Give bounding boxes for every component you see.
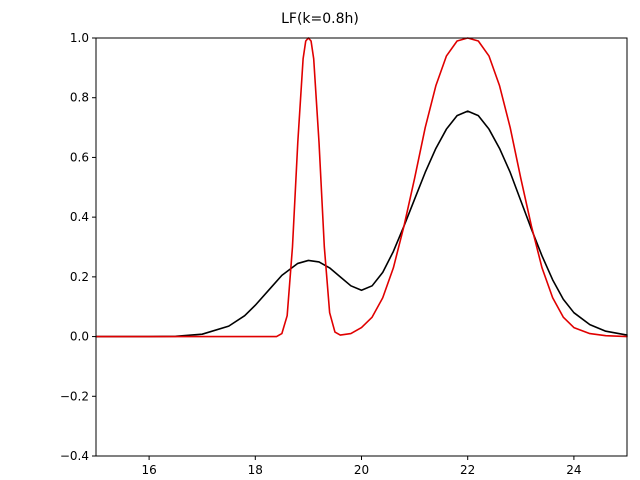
- y-tick-label: 0.0: [70, 330, 89, 344]
- y-tick-label: 0.6: [70, 150, 89, 164]
- y-tick-label: −0.2: [60, 389, 89, 403]
- x-tick-label: 24: [566, 463, 581, 477]
- y-tick-label: 0.4: [70, 210, 89, 224]
- y-axis: −0.4 −0.2 0.0 0.2 0.4 0.6 0.8 1.0: [60, 31, 96, 463]
- y-tick-label: 1.0: [70, 31, 89, 45]
- series-line-2: [95, 37, 628, 338]
- chart-title: LF(k=0.8h): [281, 11, 359, 27]
- x-tick-label: 22: [460, 463, 475, 477]
- axes-frame: [95, 37, 628, 457]
- y-tick-label: 0.2: [70, 270, 89, 284]
- x-tick-label: 18: [248, 463, 263, 477]
- y-tick-label: 0.8: [70, 91, 89, 105]
- y-tick-label: −0.4: [60, 449, 89, 463]
- x-axis: 16 18 20 22 24: [141, 456, 582, 477]
- plot-area: [95, 37, 628, 338]
- series-line-1: [95, 110, 628, 338]
- x-tick-label: 16: [141, 463, 156, 477]
- x-tick-label: 20: [354, 463, 369, 477]
